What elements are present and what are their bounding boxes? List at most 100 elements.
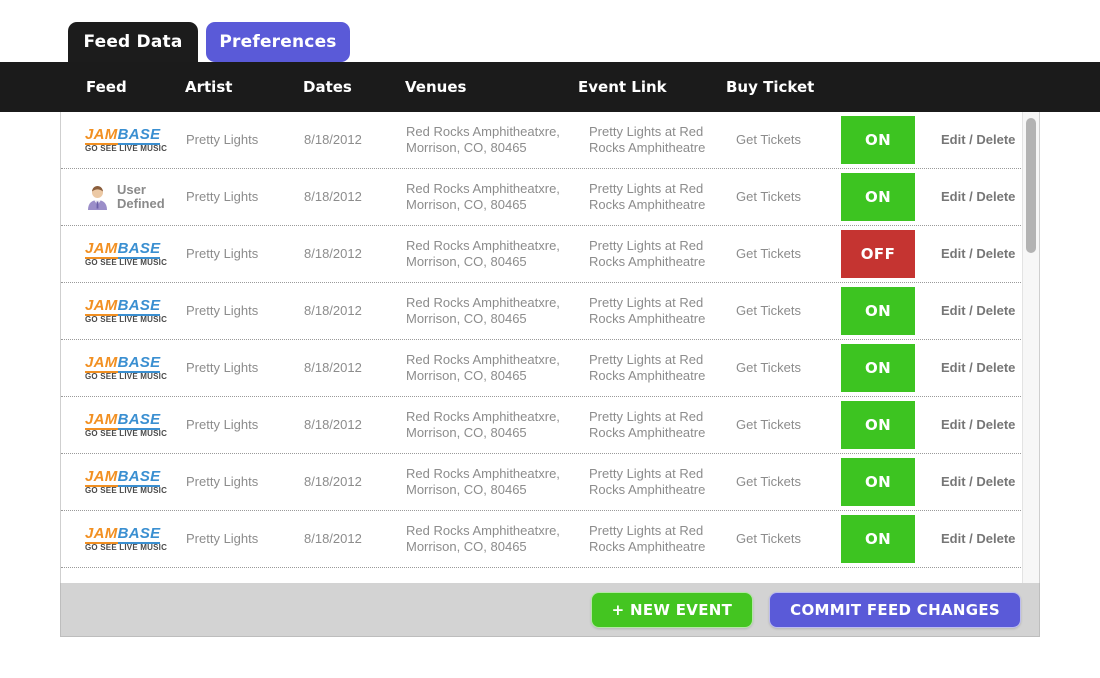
edit-delete-link[interactable]: Edit / Delete <box>941 360 1016 375</box>
jambase-logo: JAMBASE GO SEE LIVE MUSIC <box>85 297 181 324</box>
event-link-line2: Rocks Amphitheatre <box>589 311 706 326</box>
venue-line2: Morrison, CO, 80465 <box>406 425 527 440</box>
tab-preferences[interactable]: Preferences <box>206 22 350 62</box>
toggle-button[interactable]: ON <box>841 173 915 221</box>
toggle-button[interactable]: ON <box>841 116 915 164</box>
get-tickets-link[interactable]: Get Tickets <box>736 303 802 318</box>
edit-delete-link[interactable]: Edit / Delete <box>941 531 1016 546</box>
get-tickets-link[interactable]: Get Tickets <box>736 189 802 204</box>
jambase-tagline: GO SEE LIVE MUSIC <box>85 372 168 381</box>
column-header-feed: Feed <box>86 78 127 96</box>
new-event-button[interactable]: + NEW EVENT <box>590 591 754 628</box>
get-tickets-link[interactable]: Get Tickets <box>736 474 802 489</box>
edit-delete-link[interactable]: Edit / Delete <box>941 417 1016 432</box>
date-cell: 8/18/2012 <box>304 417 362 432</box>
toggle-button[interactable]: ON <box>841 287 915 335</box>
jambase-tagline: GO SEE LIVE MUSIC <box>85 429 168 438</box>
date-cell: 8/18/2012 <box>304 531 362 546</box>
artist-cell: Pretty Lights <box>186 531 259 546</box>
column-header-artist: Artist <box>185 78 233 96</box>
jambase-wordmark: JAMBASE <box>85 525 181 544</box>
edit-delete-link[interactable]: Edit / Delete <box>941 303 1016 318</box>
edit-delete-link[interactable]: Edit / Delete <box>941 132 1016 147</box>
toggle-button[interactable]: ON <box>841 515 915 563</box>
event-link-line1: Pretty Lights at Red <box>589 295 704 310</box>
scrollbar-thumb[interactable] <box>1026 118 1036 253</box>
artist-cell: Pretty Lights <box>186 360 259 375</box>
toggle-button[interactable]: ON <box>841 401 915 449</box>
event-link-line1: Pretty Lights at Red <box>589 523 704 538</box>
date-cell: 8/18/2012 <box>304 474 362 489</box>
date-cell: 8/18/2012 <box>304 303 362 318</box>
event-link-line2: Rocks Amphitheatre <box>589 368 706 383</box>
toggle-button[interactable]: ON <box>841 458 915 506</box>
get-tickets-link[interactable]: Get Tickets <box>736 132 802 147</box>
event-link-line2: Rocks Amphitheatre <box>589 197 706 212</box>
jambase-logo: JAMBASE GO SEE LIVE MUSIC <box>85 411 181 438</box>
venue-cell: Red Rocks Amphitheatxre, Morrison, CO, 8… <box>406 238 560 270</box>
venue-cell: Red Rocks Amphitheatxre, Morrison, CO, 8… <box>406 352 560 384</box>
new-event-button-label: + NEW EVENT <box>611 600 733 619</box>
venue-line2: Morrison, CO, 80465 <box>406 197 527 212</box>
jambase-tagline: GO SEE LIVE MUSIC <box>85 144 168 153</box>
jambase-logo: JAMBASE GO SEE LIVE MUSIC <box>85 354 181 381</box>
jambase-jam-text: JAM <box>85 297 118 316</box>
edit-delete-link[interactable]: Edit / Delete <box>941 474 1016 489</box>
jambase-base-text: BASE <box>117 468 161 487</box>
column-header-buy-ticket: Buy Ticket <box>726 78 815 96</box>
jambase-jam-text: JAM <box>85 468 118 487</box>
artist-cell: Pretty Lights <box>186 246 259 261</box>
date-cell: 8/18/2012 <box>304 132 362 147</box>
artist-cell: Pretty Lights <box>186 189 259 204</box>
get-tickets-link[interactable]: Get Tickets <box>736 417 802 432</box>
column-header-event-link: Event Link <box>578 78 667 96</box>
toggle-button[interactable]: ON <box>841 344 915 392</box>
venue-line2: Morrison, CO, 80465 <box>406 140 527 155</box>
event-link-line2: Rocks Amphitheatre <box>589 140 706 155</box>
toggle-button[interactable]: OFF <box>841 230 915 278</box>
vertical-scrollbar[interactable] <box>1022 112 1039 583</box>
user-defined-label: User Defined <box>117 183 165 211</box>
jambase-tagline: GO SEE LIVE MUSIC <box>85 315 168 324</box>
jambase-tagline: GO SEE LIVE MUSIC <box>85 258 168 267</box>
get-tickets-link[interactable]: Get Tickets <box>736 246 802 261</box>
get-tickets-link[interactable]: Get Tickets <box>736 360 802 375</box>
commit-feed-changes-button[interactable]: COMMIT FEED CHANGES <box>769 591 1021 628</box>
event-link-cell: Pretty Lights at Red Rocks Amphitheatre <box>589 181 705 213</box>
venue-line1: Red Rocks Amphitheatxre, <box>406 181 560 196</box>
jambase-tagline: GO SEE LIVE MUSIC <box>85 486 168 495</box>
venue-line1: Red Rocks Amphitheatxre, <box>406 466 560 481</box>
event-link-line1: Pretty Lights at Red <box>589 466 704 481</box>
venue-cell: Red Rocks Amphitheatxre, Morrison, CO, 8… <box>406 409 560 441</box>
event-link-line2: Rocks Amphitheatre <box>589 539 706 554</box>
venue-cell: Red Rocks Amphitheatxre, Morrison, CO, 8… <box>406 295 560 327</box>
venue-line1: Red Rocks Amphitheatxre, <box>406 409 560 424</box>
get-tickets-link[interactable]: Get Tickets <box>736 531 802 546</box>
user-avatar-icon <box>88 185 107 210</box>
edit-delete-link[interactable]: Edit / Delete <box>941 246 1016 261</box>
edit-delete-link[interactable]: Edit / Delete <box>941 189 1016 204</box>
jambase-jam-text: JAM <box>85 354 118 373</box>
tab-feed-data[interactable]: Feed Data <box>68 22 198 62</box>
jambase-wordmark: JAMBASE <box>85 468 181 487</box>
artist-cell: Pretty Lights <box>186 417 259 432</box>
jambase-base-text: BASE <box>117 240 161 259</box>
jambase-jam-text: JAM <box>85 126 118 145</box>
jambase-wordmark: JAMBASE <box>85 126 181 145</box>
venue-line1: Red Rocks Amphitheatxre, <box>406 295 560 310</box>
event-link-cell: Pretty Lights at Red Rocks Amphitheatre <box>589 523 705 555</box>
jambase-wordmark: JAMBASE <box>85 297 181 316</box>
